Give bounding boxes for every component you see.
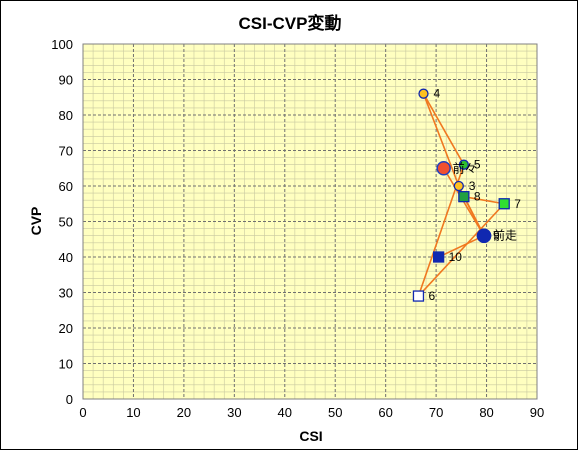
y-tick-label: 100 — [51, 37, 73, 52]
x-tick-label: 30 — [227, 405, 241, 420]
series-segment — [422, 93, 465, 166]
y-tick-label: 90 — [59, 73, 73, 88]
point-label: 10 — [449, 250, 463, 264]
point-label: 9 — [493, 229, 500, 243]
x-axis-label: CSI — [299, 428, 322, 444]
x-tick-label: 80 — [479, 405, 493, 420]
major-gridlines — [82, 43, 538, 400]
y-tick-label: 40 — [59, 250, 73, 265]
y-tick-label: 10 — [59, 357, 73, 372]
x-tick-label: 50 — [328, 405, 342, 420]
y-tick-labels: 0 10 20 30 40 50 60 70 80 90 100 — [51, 37, 73, 407]
y-tick-label: 30 — [59, 286, 73, 301]
series-segment — [438, 234, 485, 258]
y-tick-label: 80 — [59, 108, 73, 123]
x-tick-label: 20 — [177, 405, 191, 420]
point-label: 8 — [474, 190, 481, 204]
axes — [82, 43, 538, 400]
marker-point — [418, 88, 429, 99]
series-segment — [422, 93, 460, 187]
point-label: 4 — [434, 87, 441, 101]
x-tick-label: 40 — [278, 405, 292, 420]
x-tick-label: 70 — [429, 405, 443, 420]
y-tick-label: 70 — [59, 144, 73, 159]
point-label: 6 — [428, 289, 435, 303]
marker-point — [458, 159, 470, 170]
marker-point — [412, 290, 425, 302]
x-tick-label: 0 — [79, 405, 86, 420]
marker-point — [436, 161, 451, 176]
y-tick-label: 20 — [59, 321, 73, 336]
chart-title: CSI-CVP変動 — [239, 13, 342, 33]
marker-point — [476, 228, 492, 243]
x-tick-labels: 0 10 20 30 40 50 60 70 80 90 — [79, 405, 544, 420]
point-label: 前走 — [493, 228, 517, 243]
marker-point — [498, 198, 510, 210]
y-tick-label: 60 — [59, 179, 73, 194]
point-label: 5 — [474, 158, 481, 172]
series-segment — [417, 203, 505, 297]
point-label: 3 — [469, 179, 476, 193]
x-tick-label: 60 — [378, 405, 392, 420]
plot-border — [82, 43, 538, 400]
point-label: 7 — [514, 197, 521, 211]
y-tick-label: 50 — [59, 215, 73, 230]
marker-point — [453, 180, 464, 192]
series-segment — [463, 196, 485, 237]
data-markers — [412, 88, 510, 302]
x-tick-label: 10 — [126, 405, 140, 420]
point-label: 前々 — [453, 160, 477, 175]
marker-point — [458, 190, 470, 203]
marker-point — [432, 251, 445, 263]
y-tick-label: 0 — [66, 392, 73, 407]
series-segment — [463, 195, 505, 205]
y-axis-label: CVP — [28, 207, 44, 236]
x-tick-label: 90 — [530, 405, 544, 420]
